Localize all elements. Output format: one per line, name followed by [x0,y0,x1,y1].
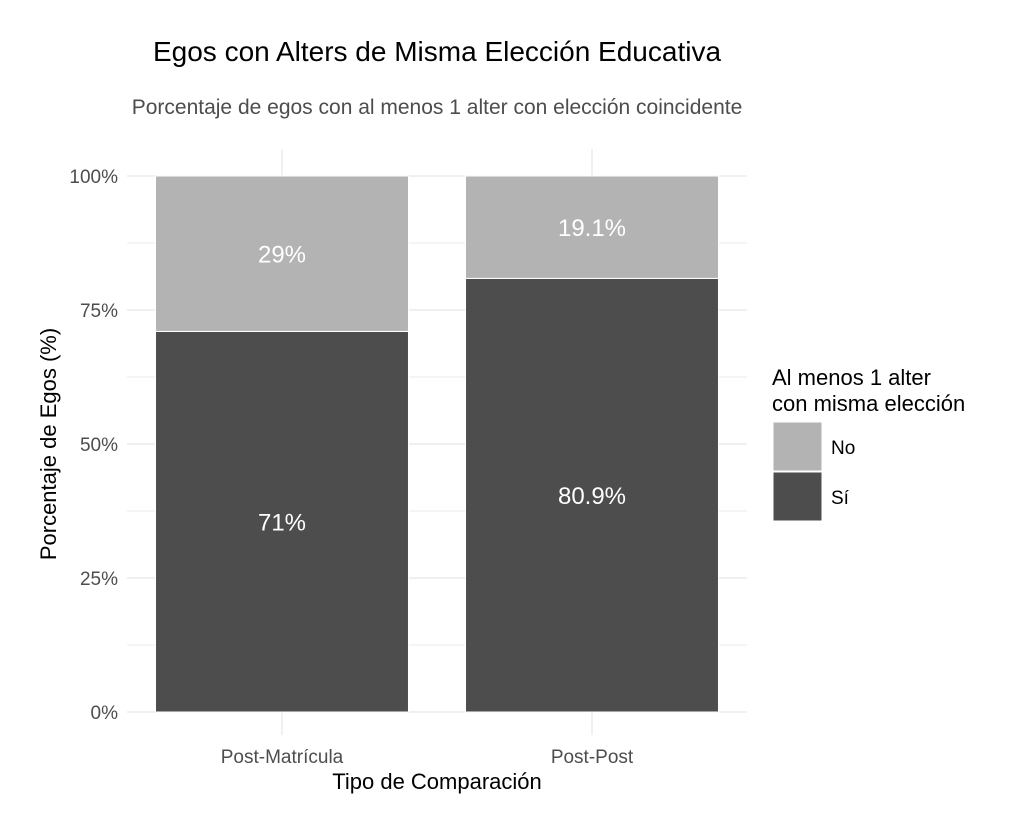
bar-segment [155,175,409,332]
y-tick-label: 50% [80,435,118,456]
x-tick-label: Post-Matrícula [221,747,344,768]
legend-swatch [772,471,823,522]
y-tick-label: 0% [91,703,119,724]
bars [155,175,719,713]
legend-title-line-2: con misma elección [772,391,965,416]
y-tick-label: 75% [80,301,118,322]
x-tick-label: Post-Post [551,747,634,768]
x-axis-title: Tipo de Comparación [332,769,542,794]
legend-title-line-1: Al menos 1 alter [772,365,931,390]
legend-swatch [772,421,823,472]
x-axis-ticks: Post-Matrícula Post-Post [221,747,634,768]
y-tick-label: 100% [69,167,118,188]
bar-labels: 71% 29% 80.9% 19.1% [258,215,626,537]
y-axis-ticks: 0% 25% 50% 75% 100% [69,167,118,724]
bar-data-label: 80.9% [558,483,626,510]
legend-label: No [831,438,855,459]
bar-data-label: 19.1% [558,215,626,242]
bar-data-label: 71% [258,510,306,537]
legend-label: Sí [831,488,850,509]
y-axis-title: Porcentaje de Egos (%) [36,328,61,560]
bar-segment [155,330,409,713]
chart-subtitle: Porcentaje de egos con al menos 1 alter … [132,96,743,119]
bar-segment [465,175,719,279]
legend: Al menos 1 alter con misma elección No Sí [772,365,965,522]
y-tick-label: 25% [80,569,118,590]
bar-segment [465,277,719,713]
bar-data-label: 29% [258,242,306,269]
chart-title: Egos con Alters de Misma Elección Educat… [153,36,721,67]
